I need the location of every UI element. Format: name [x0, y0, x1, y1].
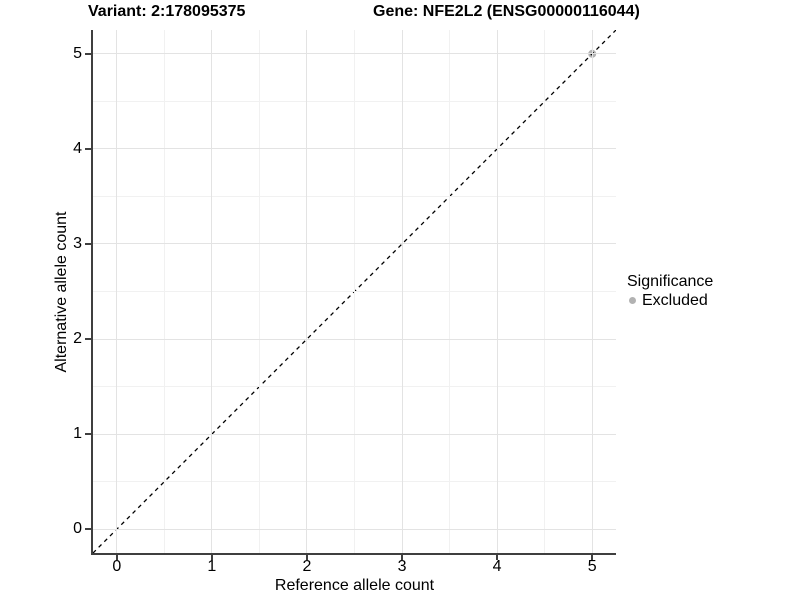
x-tick-mark [115, 555, 118, 560]
y-tick-label: 1 [73, 425, 82, 443]
y-major-gridline [93, 433, 616, 435]
y-major-gridline [93, 243, 616, 245]
x-tick-mark [305, 555, 308, 560]
y-tick-label: 4 [73, 139, 82, 157]
x-major-gridline [591, 30, 593, 553]
y-major-gridline [93, 148, 616, 150]
y-tick-mark [85, 52, 91, 55]
plot-panel [93, 30, 616, 553]
x-axis-line [91, 553, 616, 555]
x-major-gridline [116, 30, 118, 553]
x-tick-mark [591, 555, 594, 560]
y-minor-gridline [93, 195, 616, 197]
y-tick-label: 5 [73, 44, 82, 62]
legend-item-excluded: Excluded [627, 291, 713, 310]
x-tick-label: 3 [397, 558, 407, 575]
y-major-gridline [93, 53, 616, 55]
legend-title: Significance [627, 273, 714, 290]
x-tick-label: 0 [112, 558, 122, 575]
y-tick-mark [85, 528, 91, 531]
legend-item-label: Excluded [642, 291, 708, 309]
legend: Significance Excluded [627, 272, 713, 310]
y-tick-label: 0 [73, 520, 82, 538]
x-tick-label: 2 [302, 558, 312, 575]
y-axis-title: Alternative allele count [53, 211, 70, 373]
x-major-gridline [306, 30, 308, 553]
x-tick-mark [210, 555, 213, 560]
x-tick-label: 4 [492, 558, 502, 575]
x-tick-label: 1 [207, 558, 217, 575]
y-tick-mark [85, 338, 91, 341]
plot-title-variant: Variant: 2:178095375 [88, 3, 246, 20]
y-major-gridline [93, 528, 616, 530]
y-tick-mark [85, 242, 91, 245]
plot-title-gene: Gene: NFE2L2 (ENSG00000116044) [373, 3, 640, 20]
y-minor-gridline [93, 100, 616, 102]
x-major-gridline [401, 30, 403, 553]
y-axis-line [91, 30, 93, 555]
x-major-gridline [496, 30, 498, 553]
y-minor-gridline [93, 386, 616, 388]
y-minor-gridline [93, 291, 616, 292]
y-tick-label: 2 [73, 330, 82, 348]
excluded-point-swatch [629, 297, 636, 304]
x-tick-mark [401, 555, 404, 560]
x-axis-title: Reference allele count [274, 577, 435, 594]
y-major-gridline [93, 338, 616, 340]
x-major-gridline [211, 30, 213, 553]
y-minor-gridline [93, 481, 616, 483]
y-tick-label: 3 [73, 234, 82, 252]
x-tick-label: 5 [587, 558, 597, 575]
x-tick-mark [496, 555, 499, 560]
y-tick-mark [85, 433, 91, 436]
y-tick-mark [85, 147, 91, 150]
